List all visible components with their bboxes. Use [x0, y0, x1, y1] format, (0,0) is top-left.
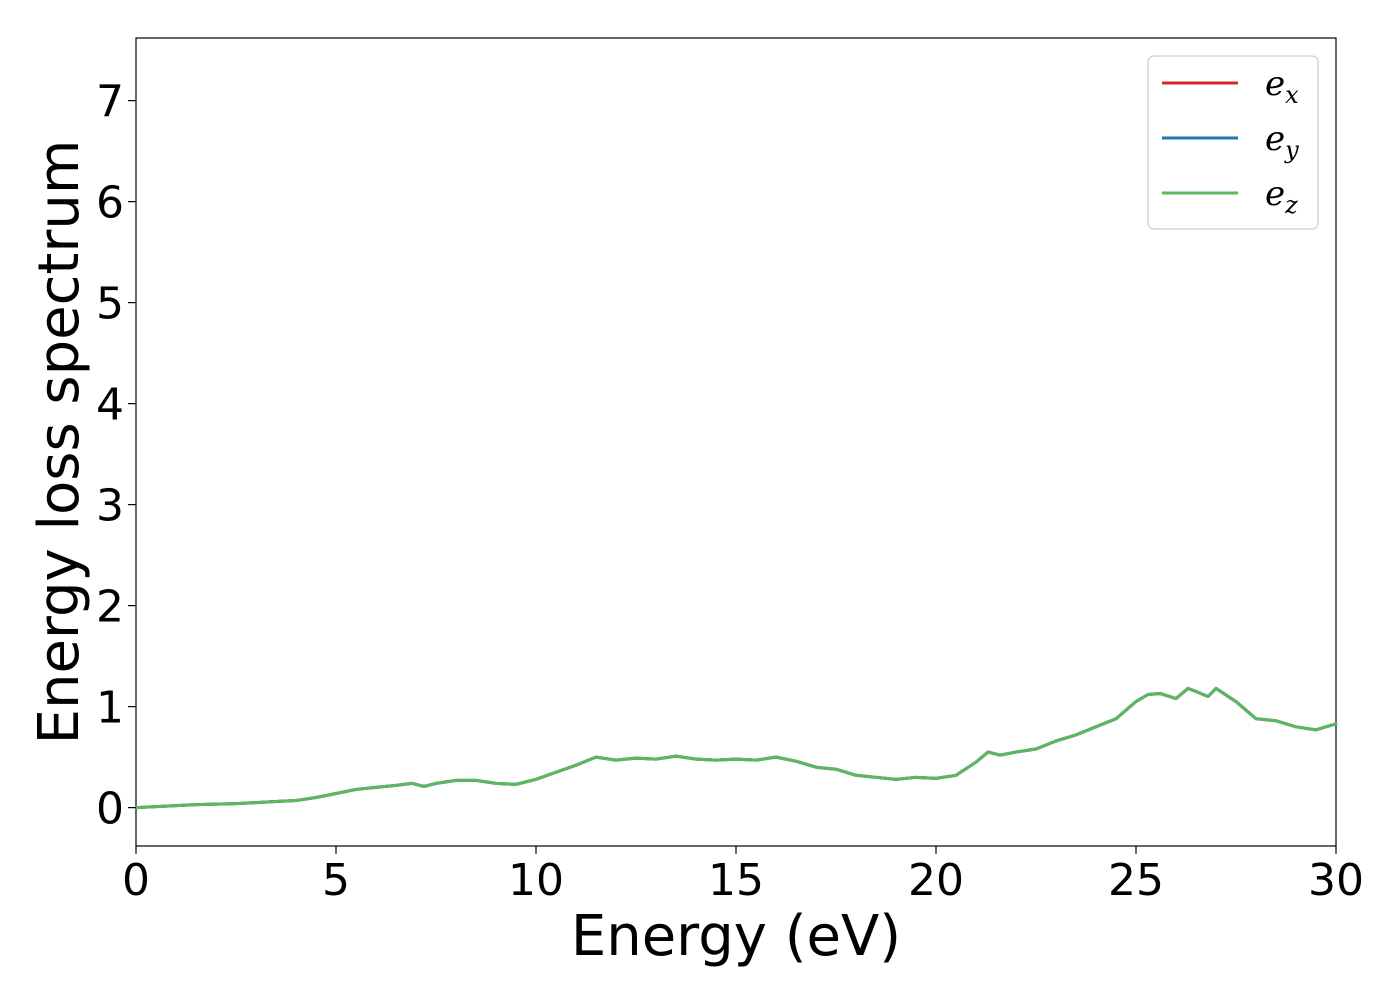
y-axis-label: Energy loss spectrum [27, 140, 92, 745]
y-tick-label: 2 [96, 582, 124, 633]
series-line-e-z [134, 686, 1338, 810]
y-tick-label: 0 [96, 784, 124, 835]
x-tick-label: 30 [1308, 855, 1364, 906]
legend-box [1147, 55, 1319, 230]
y-tick-label: 6 [96, 178, 124, 229]
y-axis: 0 1 2 3 4 5 6 7 [96, 77, 136, 835]
y-tick-label: 5 [96, 279, 124, 330]
legend-entry-subscript: x [1285, 81, 1299, 109]
x-tick-label: 20 [908, 855, 964, 906]
series-layer [134, 686, 1338, 810]
y-tick-label: 7 [96, 77, 124, 128]
x-tick-label: 25 [1108, 855, 1164, 906]
y-tick-label: 1 [96, 683, 124, 734]
x-tick-label: 10 [508, 855, 564, 906]
y-tick-label: 3 [96, 481, 124, 532]
x-axis: 0 5 10 15 20 25 30 [122, 846, 1364, 906]
y-tick-label: 4 [96, 380, 124, 431]
x-axis-label: Energy (eV) [571, 904, 901, 969]
x-tick-label: 15 [708, 855, 764, 906]
legend-entry-subscript: y [1284, 136, 1299, 164]
x-tick-label: 0 [122, 855, 150, 906]
x-tick-label: 5 [322, 855, 350, 906]
legend-entry-subscript: z [1284, 191, 1298, 219]
